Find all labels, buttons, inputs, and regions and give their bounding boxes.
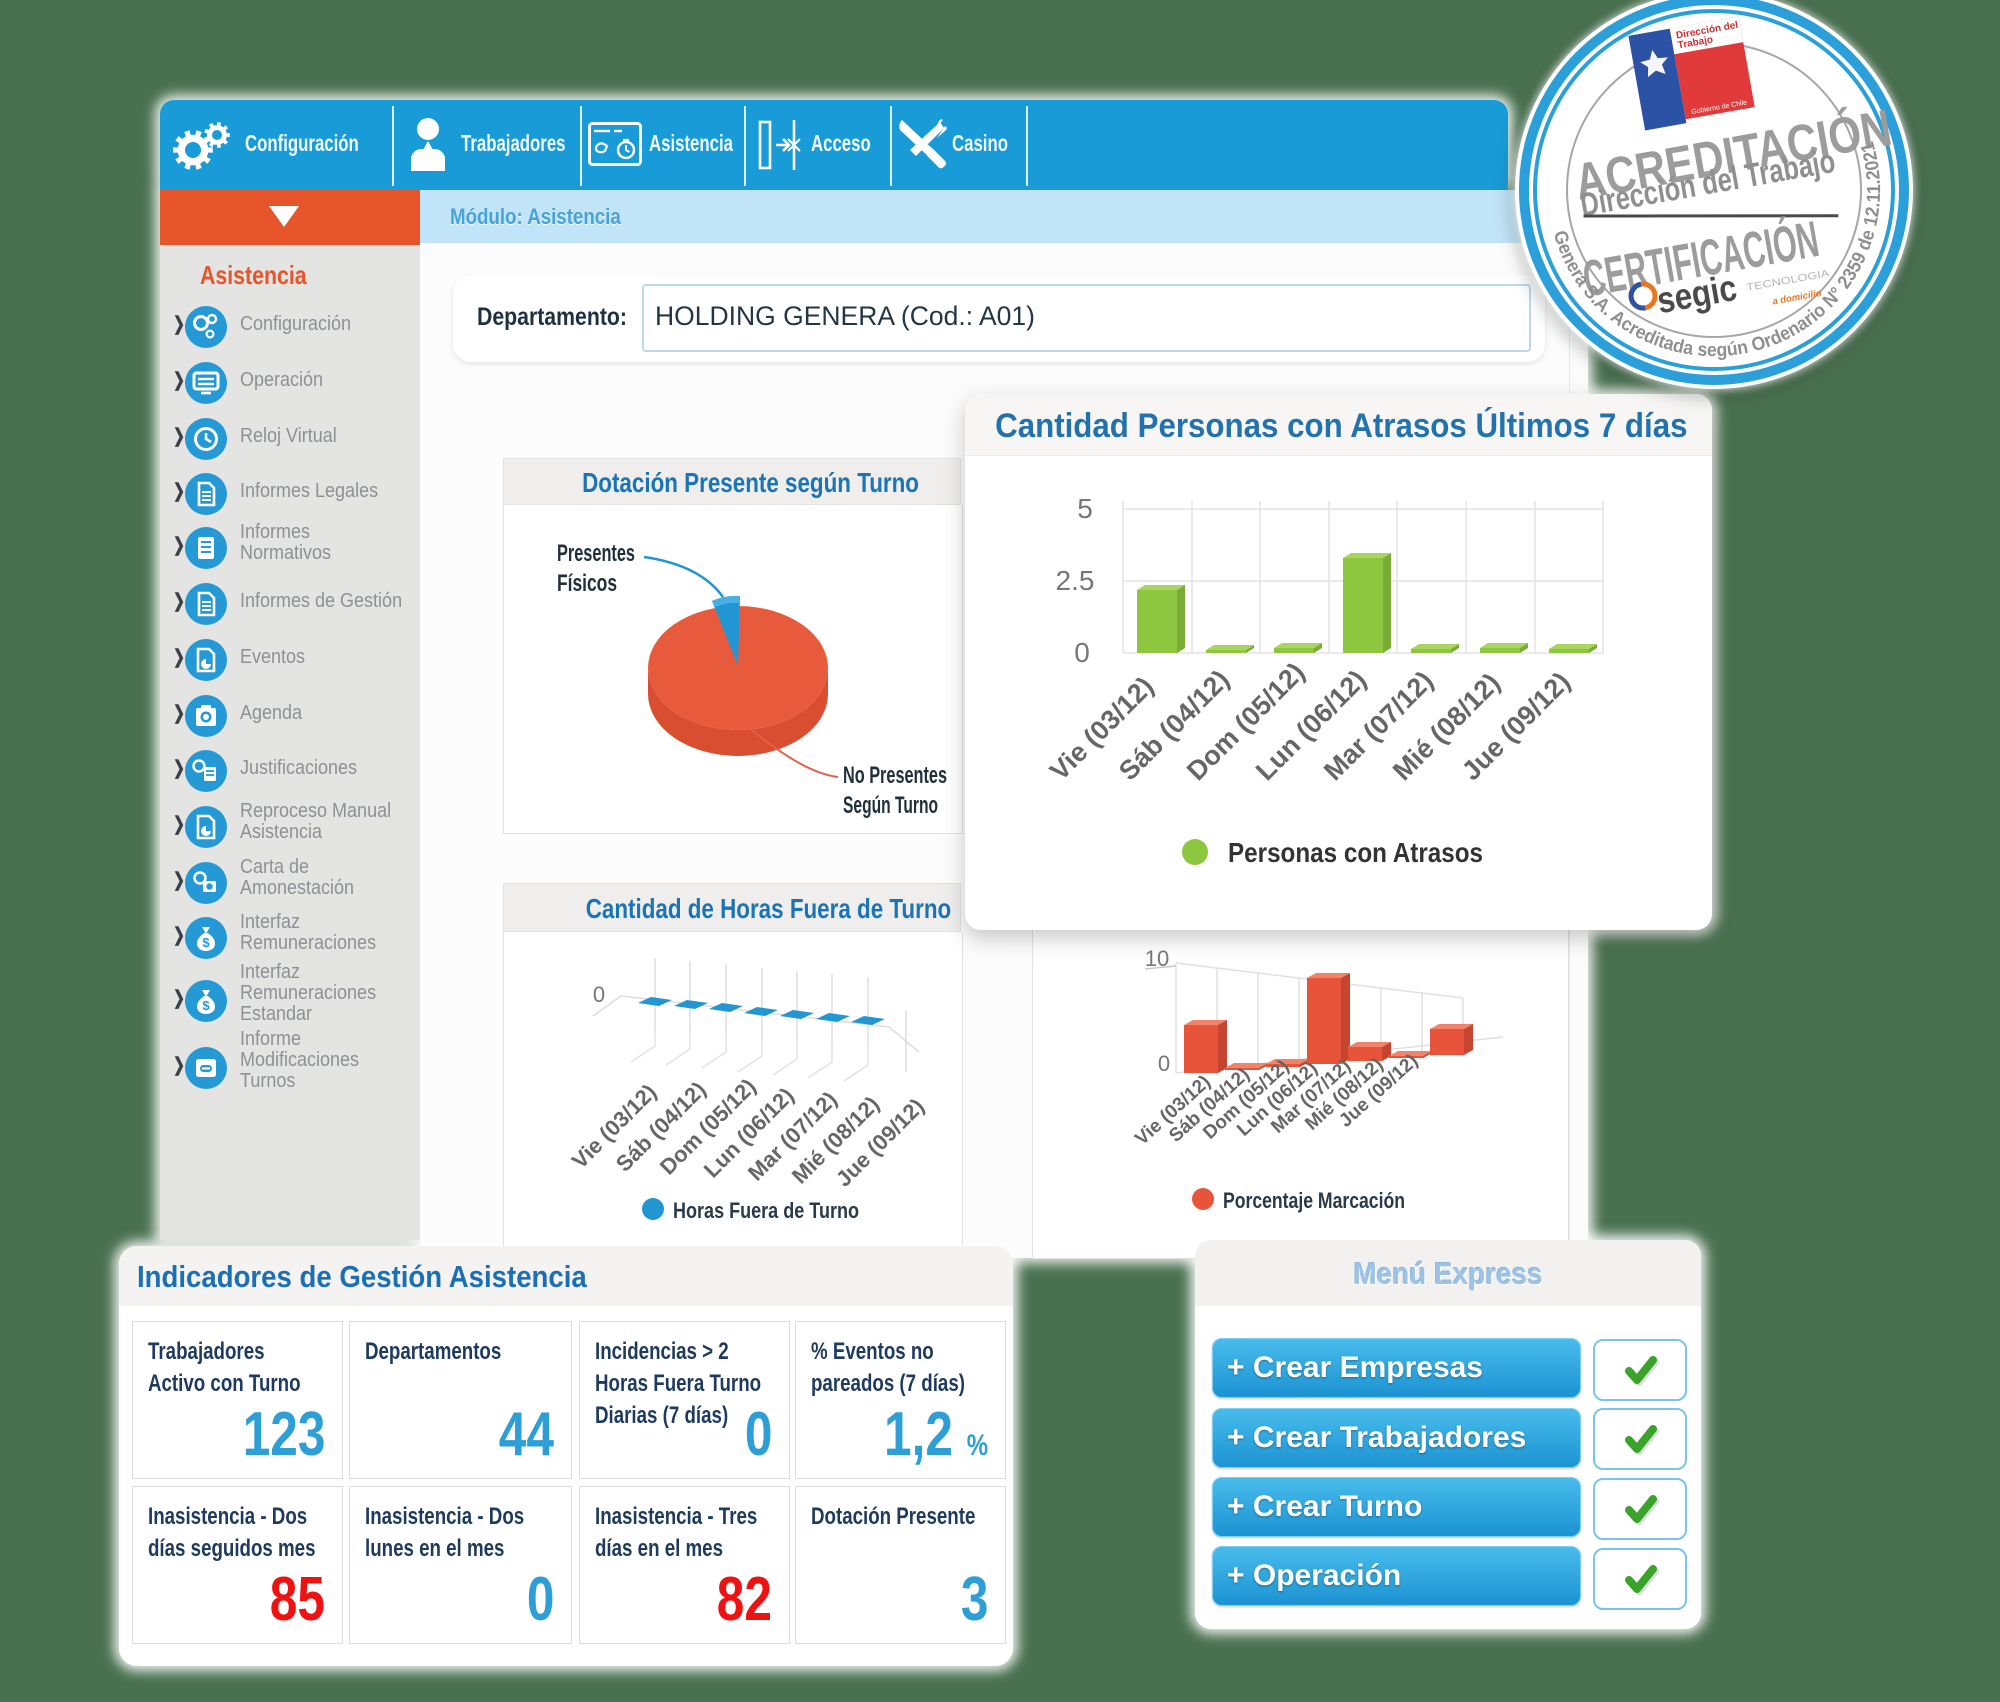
svg-text:No Presentes: No Presentes [843, 762, 947, 789]
svg-text:2.5: 2.5 [1056, 565, 1095, 596]
svg-text:0: 0 [593, 982, 605, 1007]
svg-text:Horas Fuera de Turno: Horas Fuera de Turno [673, 1198, 859, 1223]
svg-text:Dom (05/12): Dom (05/12) [1181, 657, 1310, 786]
svg-text:Según Turno: Según Turno [843, 792, 938, 819]
svg-text:Personas con Atrasos: Personas con Atrasos [1228, 837, 1483, 868]
svg-text:$: $ [202, 935, 210, 950]
svg-text:$: $ [202, 998, 210, 1013]
svg-text:5: 5 [1077, 493, 1093, 524]
svg-text:Porcentaje Marcación: Porcentaje Marcación [1223, 1188, 1405, 1213]
svg-text:0: 0 [1074, 637, 1090, 668]
svg-text:Físicos: Físicos [557, 570, 617, 597]
svg-text:Presentes: Presentes [557, 540, 635, 567]
svg-text:0: 0 [1158, 1051, 1170, 1076]
